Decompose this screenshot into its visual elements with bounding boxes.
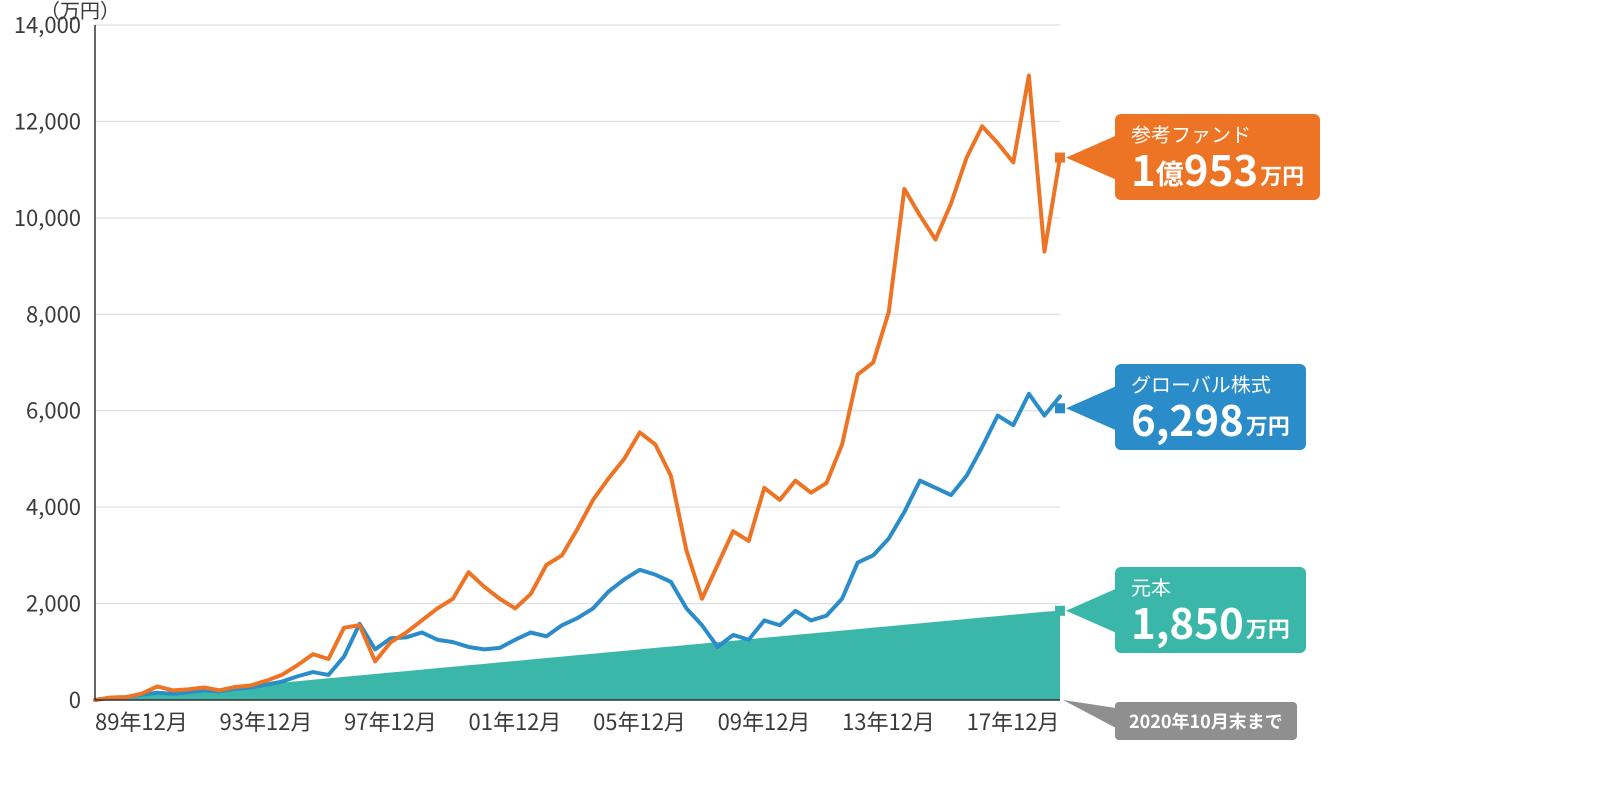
callout-value: 6,298万円 [1131, 396, 1290, 442]
svg-text:93年12月: 93年12月 [220, 705, 313, 737]
svg-text:17年12月: 17年12月 [967, 705, 1060, 737]
callout-global-equity: グローバル株式 6,298万円 [1115, 364, 1306, 450]
svg-text:0: 0 [69, 683, 81, 715]
svg-text:10,000: 10,000 [14, 201, 81, 233]
callout-value: 1,850万円 [1131, 599, 1290, 645]
svg-text:05年12月: 05年12月 [593, 705, 686, 737]
series-reference-fund-line [95, 76, 1060, 700]
svg-text:12,000: 12,000 [14, 104, 81, 136]
callout-principal: 元本 1,850万円 [1115, 567, 1306, 653]
callout-reference-fund: 参考ファンド 1億953万円 [1115, 114, 1320, 200]
svg-text:4,000: 4,000 [26, 490, 81, 522]
svg-text:2,000: 2,000 [26, 587, 81, 619]
investment-growth-chart: 02,0004,0006,0008,00010,00012,00014,000（… [0, 0, 1600, 790]
svg-text:（万円）: （万円） [40, 0, 120, 24]
svg-text:01年12月: 01年12月 [469, 705, 562, 737]
date-range-label: 2020年10月末まで [1115, 702, 1297, 740]
svg-text:89年12月: 89年12月 [95, 705, 188, 737]
svg-text:8,000: 8,000 [26, 297, 81, 329]
callout-value: 1億953万円 [1131, 146, 1304, 192]
svg-text:97年12月: 97年12月 [344, 705, 437, 737]
svg-text:13年12月: 13年12月 [842, 705, 935, 737]
svg-text:09年12月: 09年12月 [718, 705, 811, 737]
svg-text:6,000: 6,000 [26, 394, 81, 426]
